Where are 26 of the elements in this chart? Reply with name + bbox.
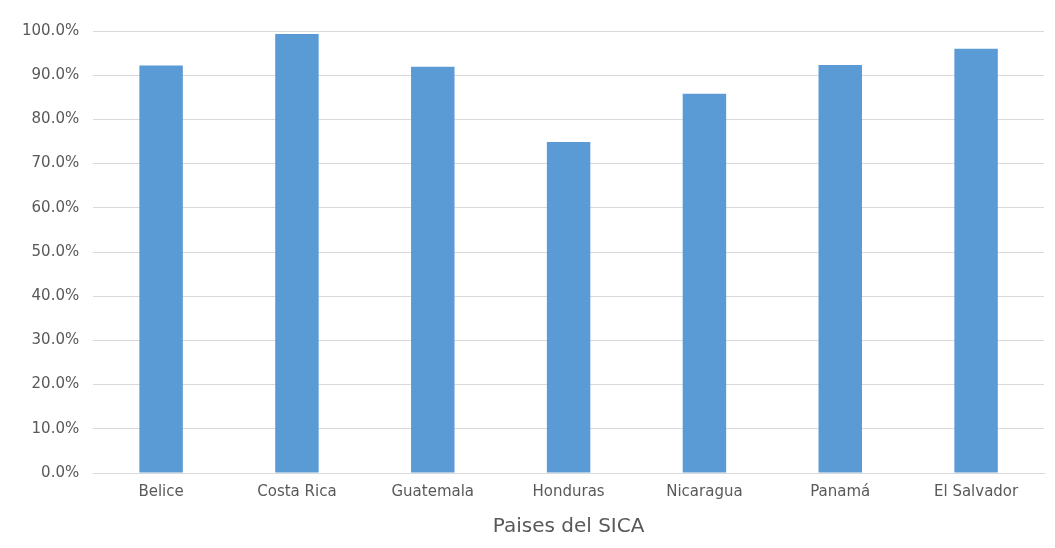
y-tick-label: 10.0% [31, 418, 80, 437]
y-tick-label: 30.0% [31, 330, 80, 349]
x-tick-label: El Salvador [933, 481, 1020, 500]
bar [818, 65, 862, 473]
x-axis-title: Paises del SICA [492, 513, 645, 538]
x-tick-label: Guatemala [391, 481, 475, 500]
y-tick-label: 0.0% [41, 462, 80, 481]
y-tick-label: 100.0% [21, 20, 80, 39]
y-tick-label: 50.0% [31, 241, 80, 260]
x-tick-label: Honduras [532, 481, 605, 500]
x-tick-label: Belice [138, 481, 184, 500]
y-tick-label: 60.0% [31, 197, 80, 216]
bar [682, 93, 727, 473]
x-tick-label: Nicaragua [666, 481, 743, 500]
y-tick-label: 90.0% [31, 65, 80, 84]
x-tick-label: Panamá [810, 481, 871, 500]
bar [275, 34, 319, 473]
bar [546, 141, 591, 473]
bar [954, 48, 998, 473]
x-tick-label: Costa Rica [257, 481, 337, 500]
y-tick-label: 20.0% [31, 374, 80, 393]
y-tick-label: 40.0% [31, 286, 80, 305]
bar [139, 65, 183, 473]
bar [411, 66, 455, 473]
y-tick-label: 70.0% [31, 153, 80, 172]
y-tick-label: 80.0% [31, 109, 80, 128]
